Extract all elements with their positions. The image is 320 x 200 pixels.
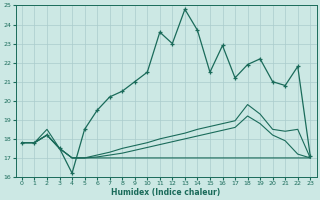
X-axis label: Humidex (Indice chaleur): Humidex (Indice chaleur) [111,188,221,197]
